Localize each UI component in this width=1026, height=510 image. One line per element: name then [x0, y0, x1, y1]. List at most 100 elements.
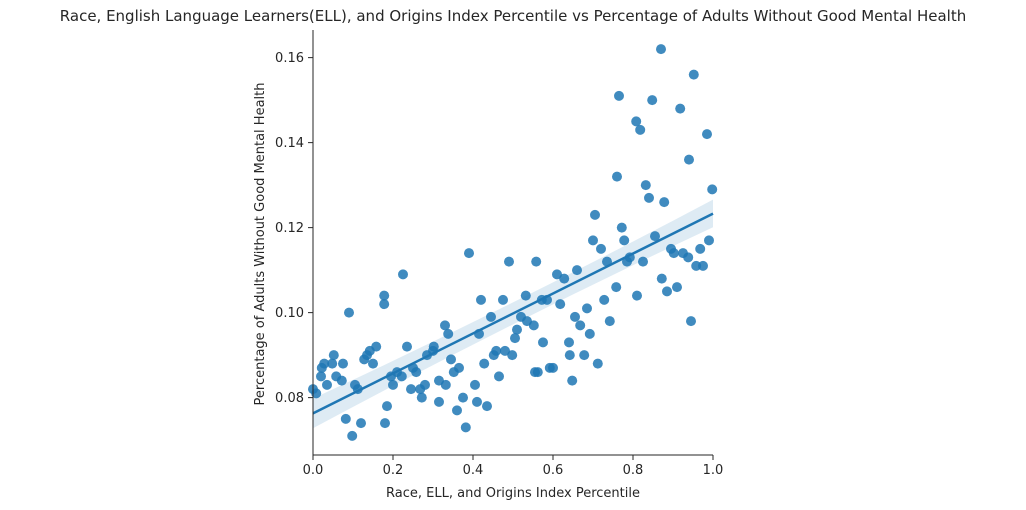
data-point [458, 392, 468, 403]
data-point [584, 328, 595, 339]
data-point [446, 354, 456, 365]
data-point [668, 248, 679, 259]
data-point [528, 320, 539, 331]
x-ticks: 0.0 0.2 0.4 0.6 0.8 1.0 [303, 455, 724, 478]
data-point [340, 413, 351, 424]
y-tick-label: 0.12 [275, 221, 304, 236]
data-point [599, 294, 610, 305]
data-point [420, 379, 430, 390]
data-point [454, 362, 464, 373]
points-layer [308, 44, 718, 441]
data-point [588, 235, 598, 246]
data-point [382, 401, 392, 412]
data-point [552, 269, 562, 280]
data-point [564, 350, 575, 361]
chart-title: Race, English Language Learners(ELL), an… [60, 7, 966, 25]
y-tick-label: 0.08 [275, 391, 304, 406]
data-point [452, 405, 462, 416]
data-point [520, 290, 531, 301]
data-point [582, 303, 592, 314]
data-point [371, 341, 382, 352]
data-point [579, 350, 590, 361]
data-point [440, 320, 450, 331]
data-point [406, 384, 416, 395]
x-tick-label: 0.2 [383, 463, 404, 478]
data-point [504, 256, 514, 267]
data-point [698, 260, 708, 271]
data-point [662, 286, 672, 297]
data-point [683, 252, 694, 263]
data-point [311, 388, 322, 399]
data-point [688, 69, 699, 80]
data-point [635, 124, 646, 135]
data-point [632, 290, 642, 301]
data-point [434, 396, 444, 407]
y-ticks: 0.08 0.10 0.12 0.14 0.16 [275, 51, 313, 406]
data-point [555, 299, 566, 310]
data-point [398, 269, 408, 280]
data-point [380, 418, 390, 429]
data-point [347, 430, 358, 441]
data-point [460, 422, 471, 433]
x-tick-label: 0.4 [463, 463, 484, 478]
data-point [590, 209, 600, 220]
data-point [482, 401, 492, 412]
data-point [631, 116, 642, 127]
data-point [656, 273, 667, 284]
data-point [538, 337, 548, 348]
data-point [532, 367, 543, 378]
data-point [619, 235, 630, 246]
data-point [695, 243, 706, 254]
data-point [428, 341, 439, 352]
y-tick-label: 0.16 [275, 51, 304, 66]
data-point [686, 316, 696, 327]
y-tick-label: 0.14 [275, 136, 304, 151]
data-point [388, 379, 398, 390]
data-point [611, 282, 622, 293]
data-point [379, 299, 390, 310]
x-tick-label: 0.0 [303, 463, 324, 478]
data-point [612, 171, 622, 182]
data-point [479, 358, 490, 369]
data-point [548, 362, 558, 373]
x-axis-label: Race, ELL, and Origins Index Percentile [386, 486, 640, 501]
data-point [322, 379, 332, 390]
data-point [614, 90, 624, 101]
data-point [327, 358, 338, 369]
data-point [464, 248, 474, 259]
data-point [443, 328, 454, 339]
data-point [575, 320, 586, 331]
x-tick-label: 1.0 [703, 463, 724, 478]
data-point [659, 197, 670, 208]
data-point [672, 282, 682, 293]
data-point [604, 316, 615, 327]
data-point [650, 231, 660, 242]
data-point [316, 371, 326, 382]
data-point [319, 358, 330, 369]
data-point [572, 265, 582, 276]
y-tick-label: 0.10 [275, 306, 304, 321]
data-point [396, 371, 407, 382]
data-point [402, 341, 412, 352]
data-point [411, 367, 422, 378]
data-point [702, 129, 712, 140]
x-tick-label: 0.8 [623, 463, 644, 478]
data-point [338, 358, 348, 369]
data-point [472, 396, 482, 407]
data-point [644, 192, 654, 203]
data-point [596, 243, 606, 254]
data-point [675, 103, 686, 114]
plot-area [308, 44, 718, 441]
data-point [356, 418, 366, 429]
data-point [379, 290, 390, 301]
data-point [494, 371, 504, 382]
data-point [498, 294, 508, 305]
data-point [564, 337, 574, 348]
data-point [476, 294, 486, 305]
data-point [684, 154, 694, 165]
data-point [416, 392, 427, 403]
data-point [491, 345, 502, 356]
data-point [570, 311, 580, 322]
data-point [510, 333, 520, 344]
